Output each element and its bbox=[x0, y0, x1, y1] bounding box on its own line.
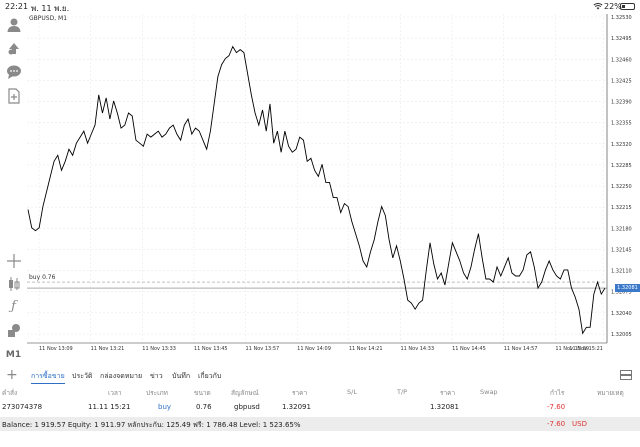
col-sl: S/L bbox=[347, 388, 357, 396]
tab-about[interactable]: เกี่ยวกับ bbox=[198, 372, 222, 380]
objects-icon[interactable] bbox=[5, 321, 22, 338]
layout-icon[interactable] bbox=[620, 370, 632, 380]
price-tick-label: 1.32355 bbox=[611, 121, 632, 127]
col-profit: กำไร bbox=[550, 389, 565, 397]
chart-symbol-label: GBPUSD, M1 bbox=[29, 15, 68, 22]
col-swap: Swap bbox=[480, 388, 498, 396]
table-row[interactable]: 273074378 11.11 15:21 buy 0.76 gbpusd 1.… bbox=[0, 401, 640, 415]
price-tick-label: 1.32460 bbox=[611, 57, 632, 63]
col-time: เวลา bbox=[108, 389, 122, 397]
balance-bar: Balance: 1 919.57 Equity: 1 911.97 หลักป… bbox=[0, 417, 640, 431]
price-tick-label: 1.32215 bbox=[611, 205, 632, 211]
timeframe-button[interactable]: M1 bbox=[5, 349, 22, 360]
balance-summary: Balance: 1 919.57 Equity: 1 911.97 หลักป… bbox=[2, 421, 301, 429]
indicators-icon[interactable] bbox=[5, 275, 22, 292]
chat-icon[interactable] bbox=[5, 63, 22, 80]
price-tick-label: 1.32075 bbox=[611, 290, 632, 296]
col-comment: หมายเหตุ bbox=[597, 389, 624, 397]
time-tick-label: 11 Nov 14:33 bbox=[400, 346, 434, 352]
current-price-marker: 1.32081 bbox=[615, 284, 640, 293]
add-icon[interactable]: + bbox=[6, 367, 18, 383]
battery-icon bbox=[620, 3, 635, 10]
document-icon[interactable] bbox=[5, 87, 22, 104]
order-type: buy bbox=[158, 403, 172, 411]
tab-journal[interactable]: บันทึก bbox=[172, 372, 191, 380]
status-time: 22:21 bbox=[5, 2, 29, 11]
toolbox-tabs: + การซื้อขาย ประวัติ กล่องจดหมาย ข่าว บั… bbox=[0, 365, 640, 385]
time-tick-label: 11 Nov 14:09 bbox=[297, 346, 331, 352]
left-toolbar: ƒ M1 bbox=[0, 14, 27, 388]
order-current-price: 1.32081 bbox=[430, 403, 459, 411]
tab-news[interactable]: ข่าว bbox=[150, 372, 163, 380]
col-price: ราคา bbox=[292, 389, 308, 397]
toolbox-panel: + การซื้อขาย ประวัติ กล่องจดหมาย ข่าว บั… bbox=[0, 365, 640, 447]
order-volume: 0.76 bbox=[196, 403, 212, 411]
time-tick-label: 11 Nov 15:21 bbox=[569, 346, 603, 352]
time-tick-label: 11 Nov 13:09 bbox=[39, 346, 73, 352]
order-ticket: 273074378 bbox=[2, 403, 43, 411]
time-tick-label: 11 Nov 14:57 bbox=[504, 346, 538, 352]
price-tick-label: 1.32495 bbox=[611, 36, 632, 42]
time-tick-label: 11 Nov 13:57 bbox=[246, 346, 280, 352]
order-profit: -7.60 bbox=[547, 403, 566, 411]
time-tick-label: 11 Nov 15:09 bbox=[555, 346, 589, 352]
col-ticket: คำสั่ง bbox=[2, 389, 18, 397]
trade-arrows-icon[interactable] bbox=[5, 39, 22, 56]
col-type: ประเภท bbox=[146, 389, 168, 397]
col-current-price: ราคา bbox=[440, 389, 456, 397]
price-tick-label: 1.32005 bbox=[611, 332, 632, 338]
wifi-icon bbox=[593, 3, 603, 10]
time-tick-label: 11 Nov 14:45 bbox=[452, 346, 486, 352]
price-tick-label: 1.32145 bbox=[611, 247, 632, 253]
profit-currency: USD bbox=[572, 420, 587, 428]
buy-position-label: buy 0.76 bbox=[29, 274, 56, 282]
price-tick-label: 1.32320 bbox=[611, 142, 632, 148]
time-tick-label: 11 Nov 14:21 bbox=[349, 346, 383, 352]
tab-history[interactable]: ประวัติ bbox=[72, 372, 93, 380]
price-tick-label: 1.32425 bbox=[611, 78, 632, 84]
crosshair-icon[interactable] bbox=[5, 252, 22, 269]
time-tick-label: 11 Nov 13:45 bbox=[194, 346, 228, 352]
order-symbol: gbpusd bbox=[234, 403, 260, 411]
price-tick-label: 1.32110 bbox=[611, 269, 632, 275]
price-tick-label: 1.32040 bbox=[611, 311, 632, 317]
price-tick-label: 1.32390 bbox=[611, 100, 632, 106]
price-tick-label: 1.32180 bbox=[611, 226, 632, 232]
tab-trade[interactable]: การซื้อขาย bbox=[31, 371, 65, 384]
price-chart[interactable]: 1.32530 1.32495 1.32460 1.32425 1.32390 1.323… bbox=[27, 14, 640, 374]
total-profit: -7.60 bbox=[547, 420, 566, 428]
orders-table-header: คำสั่ง เวลา ประเภท ขนาด สัญลักษณ์ ราคา S… bbox=[0, 386, 640, 397]
battery-percent: 22% bbox=[604, 2, 622, 11]
tab-mailbox[interactable]: กล่องจดหมาย bbox=[100, 372, 143, 380]
order-price: 1.32091 bbox=[282, 403, 311, 411]
price-tick-label: 1.32530 bbox=[611, 15, 632, 21]
col-volume: ขนาด bbox=[194, 389, 211, 397]
col-tp: T/P bbox=[397, 388, 408, 396]
time-tick-label: 11 Nov 13:21 bbox=[91, 346, 125, 352]
order-time: 11.11 15:21 bbox=[88, 403, 131, 411]
price-tick-label: 1.32285 bbox=[611, 163, 632, 169]
user-icon[interactable] bbox=[5, 16, 22, 33]
time-tick-label: 11 Nov 13:33 bbox=[142, 346, 176, 352]
col-symbol: สัญลักษณ์ bbox=[231, 389, 259, 397]
status-bar: 22:21 พ. 11 พ.ย. 22% bbox=[0, 0, 640, 14]
function-icon[interactable]: ƒ bbox=[11, 299, 16, 314]
status-date: พ. 11 พ.ย. bbox=[31, 4, 70, 13]
price-series-line bbox=[27, 45, 606, 335]
price-tick-label: 1.32250 bbox=[611, 184, 632, 190]
chart-canvas: 1.32530 1.32495 1.32460 1.32425 1.32390 1.323… bbox=[27, 14, 632, 352]
